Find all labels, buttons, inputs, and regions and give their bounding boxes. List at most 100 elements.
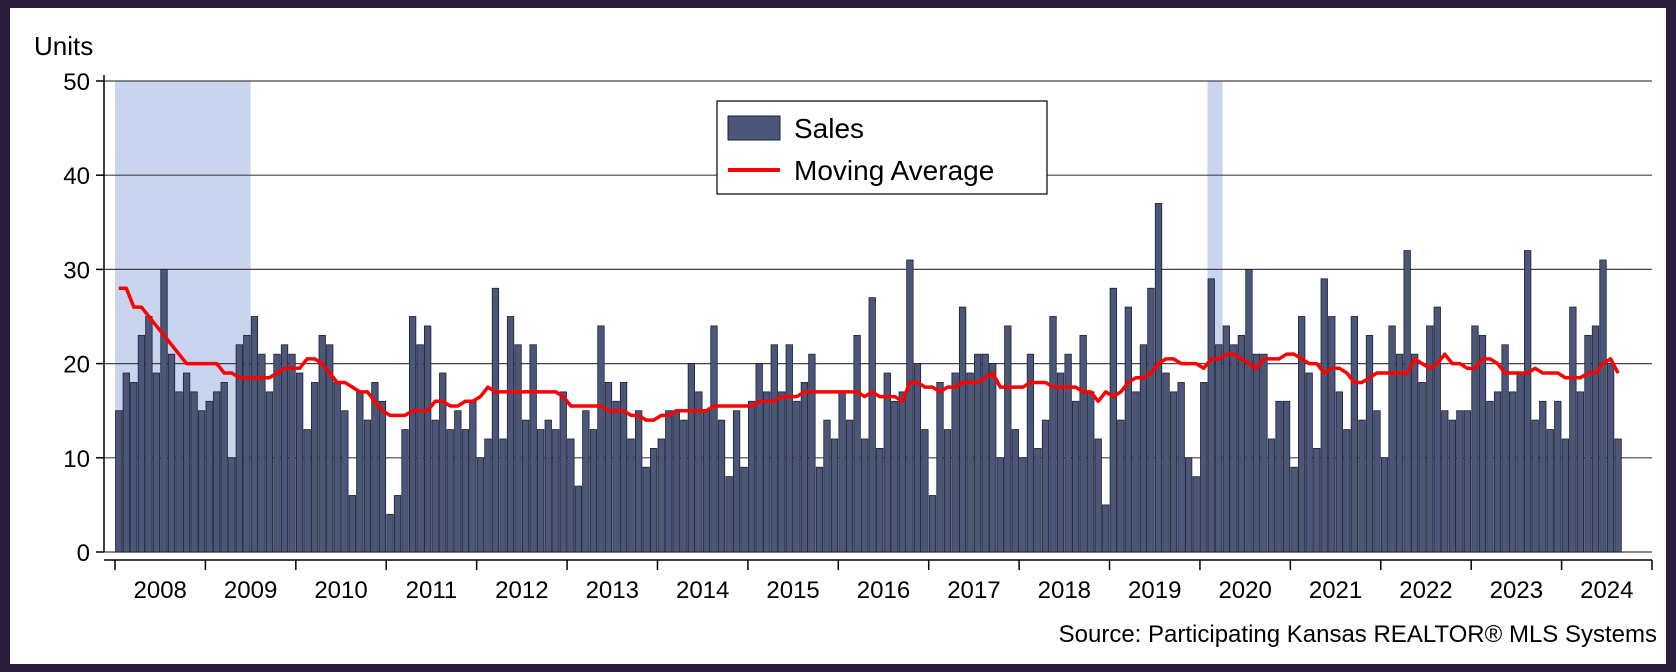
bar [514,344,522,553]
bar [1026,353,1035,553]
bar [205,400,213,553]
bar [635,410,643,553]
bar [876,447,884,553]
bar [303,429,311,553]
bar [371,382,379,553]
bar [1056,372,1065,553]
x-tick-label: 2012 [495,577,548,604]
bar [921,429,929,553]
bar [642,466,650,553]
bar [1230,344,1238,553]
bar [981,353,989,553]
y-tick-label: 20 [63,352,90,379]
bar [1486,400,1494,553]
y-tick-label: 30 [63,257,90,284]
bar [393,495,402,553]
bar [996,457,1004,553]
bar [1493,391,1502,553]
bar [288,353,296,553]
bar [363,419,372,553]
bar [408,316,417,553]
x-tick-label: 2023 [1490,577,1543,604]
bar [1132,391,1140,553]
bar [333,382,341,553]
x-tick-label: 2024 [1580,577,1633,604]
bar [280,344,289,553]
bar [1034,447,1042,553]
x-tick-label: 2016 [857,577,910,604]
plot-area: 0 10 20 30 40 50 2008 2009 2010 2011 2012 2013 2014 2… [63,69,1653,604]
bar [1071,400,1080,553]
bar [522,419,530,553]
bar [808,353,816,553]
bar [702,410,711,553]
bar [823,419,831,553]
bar [1320,278,1328,553]
bar [1064,353,1072,553]
bar [680,419,688,553]
bar [386,513,394,553]
x-tick-label: 2015 [766,577,819,604]
shaded-period [115,81,251,552]
bar [122,372,130,553]
x-tick-label: 2014 [676,577,729,604]
bar [717,419,726,553]
bar [1011,429,1019,553]
bar [213,391,221,553]
bar [1380,457,1389,553]
x-tick-label: 2010 [314,577,367,604]
bar [1154,203,1163,553]
bar [974,353,982,553]
bar [1388,325,1396,553]
bar [898,391,906,553]
bar [928,495,937,553]
bar [476,457,485,553]
bar [537,429,545,553]
bar [883,372,891,553]
bar [1539,400,1547,553]
bar [755,363,763,553]
bar [1245,268,1253,553]
bar [175,391,183,553]
bar [318,334,326,553]
bar [250,316,259,553]
bar [499,438,507,553]
bar [868,297,876,553]
x-tick-label: 2008 [134,577,187,604]
bar [235,344,243,553]
bar [1524,250,1532,553]
bar [1395,353,1404,553]
bar [197,410,206,553]
bar [416,344,424,553]
x-tick-label: 2018 [1038,577,1091,604]
bar [1252,353,1261,553]
bar [1456,410,1464,553]
bar [1411,353,1419,553]
bar [574,485,583,553]
bar [951,372,959,553]
bar [604,382,613,553]
bar [1192,476,1200,553]
bar [1177,382,1185,553]
y-tick-label: 40 [63,163,90,190]
bar [326,344,334,553]
bar [1019,457,1027,553]
bar [1426,325,1434,553]
bar [228,457,236,553]
bar [830,438,839,553]
bar [424,325,432,553]
bar [619,382,628,553]
y-tick-label: 10 [63,446,90,473]
bar [1546,429,1554,553]
bar [1561,438,1570,553]
bar [1433,306,1441,553]
bar [1448,419,1457,553]
bar [1282,400,1291,553]
bar [446,429,454,553]
bar [665,410,673,553]
bar [145,316,153,553]
bar [785,344,793,553]
bar [672,410,680,553]
bar [1373,410,1381,553]
